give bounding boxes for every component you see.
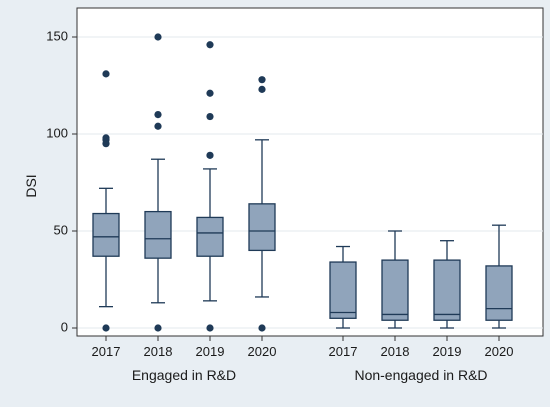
x-axis: 2017 2018 2019 2020 2017 2018 2019 2020	[77, 335, 543, 359]
outlier-point	[258, 85, 266, 93]
box-non-engaged-2019	[433, 240, 461, 329]
group-label: Engaged in R&D	[132, 367, 236, 383]
x-tick-label: 2018	[144, 344, 173, 359]
outlier-point	[102, 134, 110, 142]
iqr-box	[381, 259, 409, 321]
x-tick-label: 2020	[485, 344, 514, 359]
iqr-box	[248, 203, 276, 252]
outlier-point	[102, 70, 110, 78]
outlier-point	[206, 112, 214, 121]
group-label: Non-engaged in R&D	[354, 367, 487, 383]
box-engaged-2018	[144, 33, 172, 332]
box-non-engaged-2018	[381, 230, 409, 329]
outlier-point	[154, 122, 162, 130]
y-axis-title: DSI	[23, 174, 39, 197]
outlier-point	[154, 33, 162, 41]
x-tick-label: 2017	[92, 344, 121, 359]
outlier-point	[102, 324, 110, 332]
plot-area	[76, 7, 544, 337]
iqr-box	[433, 259, 461, 321]
outlier-point	[154, 324, 162, 332]
outlier-point	[206, 89, 214, 97]
box-non-engaged-2020	[485, 224, 513, 329]
iqr-box	[485, 265, 513, 321]
box-engaged-2017	[92, 70, 120, 332]
y-tick-label: 150	[46, 28, 68, 43]
x-tick-label: 2018	[381, 344, 410, 359]
box-engaged-2020	[248, 76, 276, 332]
outlier-point	[258, 76, 266, 84]
iqr-box	[144, 210, 172, 259]
x-tick-label: 2019	[196, 344, 225, 359]
y-axis: 0 50 100 150	[46, 8, 78, 336]
outlier-point	[206, 151, 214, 159]
box-non-engaged-2017	[329, 245, 357, 329]
x-tick-label: 2017	[329, 344, 358, 359]
box-engaged-2019	[196, 41, 224, 332]
x-tick-label: 2019	[433, 344, 462, 359]
boxes-layer	[92, 33, 513, 332]
y-tick-label: 50	[54, 222, 68, 237]
y-tick-label: 100	[46, 125, 68, 140]
y-tick-label: 0	[61, 319, 68, 334]
x-tick-label: 2020	[248, 344, 277, 359]
outlier-point	[206, 41, 214, 49]
iqr-box	[196, 216, 224, 257]
iqr-box	[92, 212, 120, 257]
outlier-point	[258, 324, 266, 332]
group-labels: Engaged in R&D Non-engaged in R&D	[132, 367, 488, 383]
iqr-box	[329, 261, 357, 319]
outlier-point	[206, 324, 214, 332]
outlier-point	[154, 111, 162, 119]
